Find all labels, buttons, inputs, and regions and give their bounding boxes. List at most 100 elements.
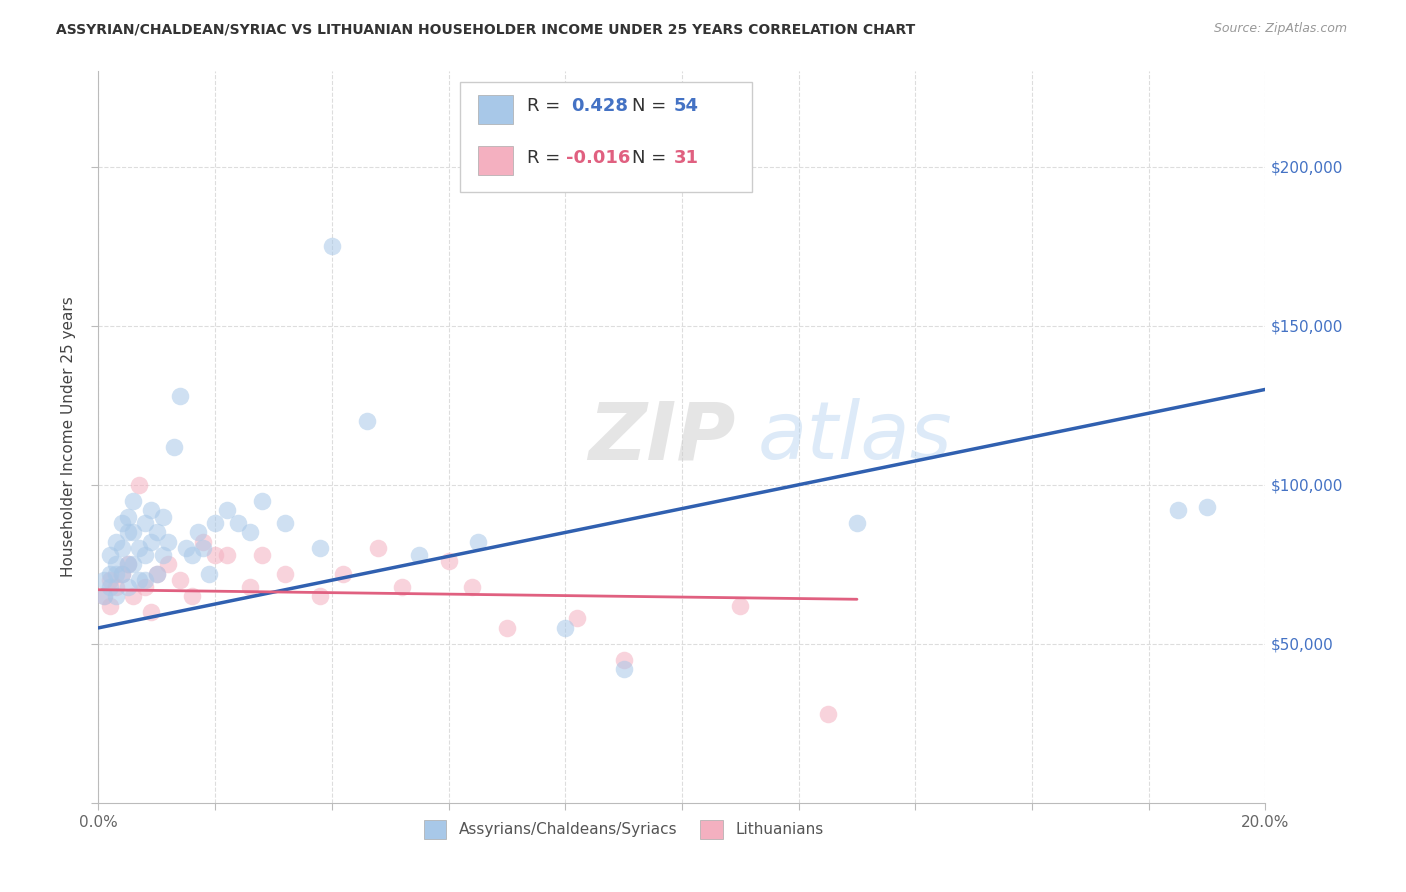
Point [117,525,139,540]
Point [111,566,134,581]
Text: -0.016: -0.016 [567,149,631,167]
Point [134,573,156,587]
Point [180,589,202,603]
Text: R =: R = [527,149,560,167]
Point [139,535,162,549]
Point [134,516,156,530]
Point [332,566,354,581]
Point [554,621,576,635]
Point [239,525,262,540]
Point [408,548,430,562]
Point [250,493,273,508]
Point [274,566,297,581]
Text: 31: 31 [673,149,699,167]
Point [274,516,297,530]
Point [122,493,145,508]
Point [152,548,174,562]
Text: 0.428: 0.428 [571,97,628,115]
Point [98,599,121,613]
Point [187,525,209,540]
Point [461,580,484,594]
Point [157,558,180,572]
Point [98,566,121,581]
Point [98,580,121,594]
Text: N =: N = [631,149,666,167]
Text: N =: N = [631,97,666,115]
Point [152,509,174,524]
Point [146,525,169,540]
Point [146,566,169,581]
Point [128,477,150,491]
Point [122,558,145,572]
Point [309,541,332,556]
Point [321,239,343,253]
Point [111,541,134,556]
Point [134,548,156,562]
Point [1195,500,1218,514]
Point [98,573,121,587]
Point [169,389,191,403]
Text: ZIP: ZIP [589,398,735,476]
Point [309,589,332,603]
Point [367,541,389,556]
Point [215,503,238,517]
Point [817,706,839,721]
Point [198,566,221,581]
Point [93,589,115,603]
Point [117,558,139,572]
Point [215,548,238,562]
Point [437,554,460,568]
Point [169,573,191,587]
Point [193,535,215,549]
Point [117,558,139,572]
Point [1167,503,1189,517]
Point [730,599,752,613]
Bar [478,95,513,124]
Point [122,525,145,540]
Point [104,535,127,549]
Point [467,535,489,549]
Point [104,566,127,581]
Point [93,589,115,603]
Point [128,541,150,556]
Point [98,548,121,562]
Point [139,605,162,619]
Bar [478,146,513,175]
Point [128,573,150,587]
Point [104,589,127,603]
Point [146,566,169,581]
Point [180,548,202,562]
Point [250,548,273,562]
Point [391,580,413,594]
Point [111,516,134,530]
Point [846,516,869,530]
Point [104,558,127,572]
Text: R =: R = [527,97,560,115]
Text: atlas: atlas [758,398,952,476]
Point [204,516,226,530]
Point [117,580,139,594]
Point [239,580,262,594]
Text: ASSYRIAN/CHALDEAN/SYRIAC VS LITHUANIAN HOUSEHOLDER INCOME UNDER 25 YEARS CORRELA: ASSYRIAN/CHALDEAN/SYRIAC VS LITHUANIAN H… [56,22,915,37]
Point [157,535,180,549]
Point [193,541,215,556]
Text: 54: 54 [673,97,699,115]
FancyBboxPatch shape [460,82,752,192]
Point [204,548,226,562]
Point [93,573,115,587]
Point [496,621,519,635]
Point [111,566,134,581]
Point [356,414,378,428]
Y-axis label: Householder Income Under 25 years: Householder Income Under 25 years [60,297,76,577]
Point [163,440,186,454]
Point [565,611,588,625]
Point [122,589,145,603]
Point [134,580,156,594]
Point [612,662,634,676]
Text: Source: ZipAtlas.com: Source: ZipAtlas.com [1213,22,1347,36]
Point [104,580,127,594]
Point [612,653,634,667]
Legend: Assyrians/Chaldeans/Syriacs, Lithuanians: Assyrians/Chaldeans/Syriacs, Lithuanians [416,813,831,847]
Point [174,541,197,556]
Point [228,516,250,530]
